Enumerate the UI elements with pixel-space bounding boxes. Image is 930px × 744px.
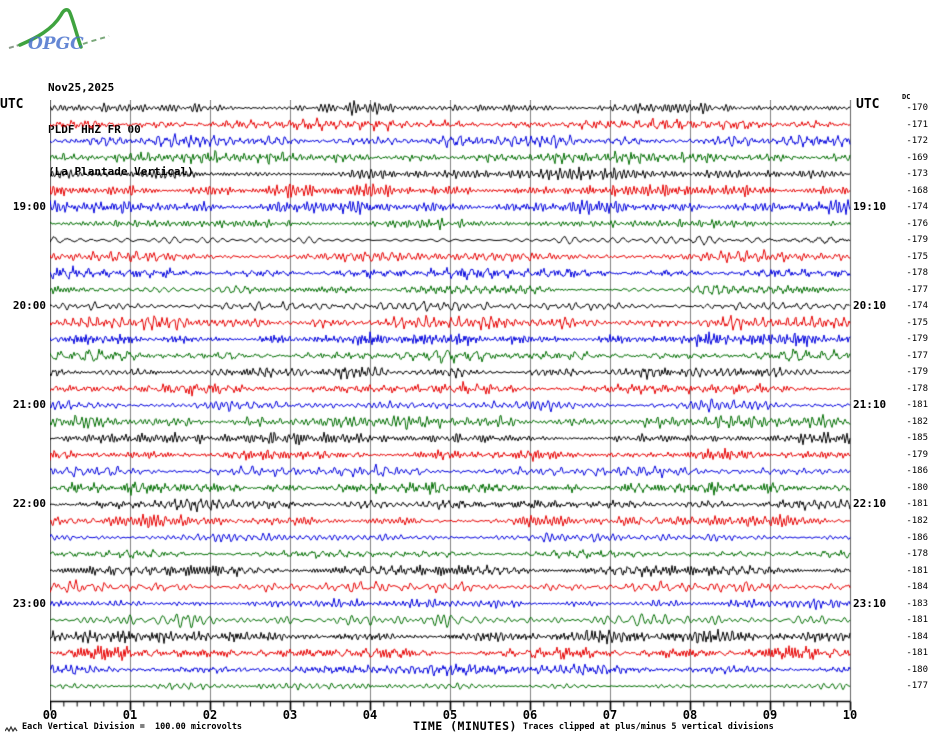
dc-value: -175	[906, 251, 928, 262]
dc-value: -172	[906, 136, 928, 147]
x-tick-label: 10	[842, 708, 858, 722]
logo-text: OPGC	[28, 34, 84, 54]
clipping-note: Traces clipped at plus/minus 5 vertical …	[523, 722, 774, 732]
logo-dash-left	[8, 44, 20, 49]
right-hour-label: 19:10	[853, 200, 887, 214]
left-hour-label: 20:00	[12, 299, 46, 313]
x-tick-label: 05	[442, 708, 458, 722]
opgc-logo: OPGC	[8, 8, 110, 54]
vertical-scale-note: Each Vertical Division = 100.00 microvol…	[22, 722, 243, 732]
x-tick-label: 04	[362, 708, 378, 722]
right-hour-label: 20:10	[853, 299, 887, 313]
x-tick-label: 00	[42, 708, 58, 722]
dc-value: -179	[906, 449, 928, 460]
dc-value: -179	[906, 367, 928, 378]
footer-squiggle-icon	[5, 725, 18, 733]
dc-value: -184	[906, 631, 928, 642]
x-tick-label: 02	[202, 708, 218, 722]
logo-dash-right	[82, 35, 110, 45]
logo-mountain-curve	[18, 8, 83, 49]
left-hour-label: 21:00	[12, 398, 46, 412]
dc-value: -180	[906, 482, 928, 493]
header-date: Nov25,2025	[48, 81, 115, 94]
dc-value: -177	[906, 681, 928, 692]
dc-value: -186	[906, 532, 928, 543]
utc-header-left: UTC	[0, 97, 24, 112]
dc-value: -181	[906, 615, 928, 626]
seismogram-canvas	[50, 100, 852, 715]
dc-value: -180	[906, 664, 928, 675]
dc-value: -182	[906, 516, 928, 526]
dc-value: -186	[906, 466, 928, 477]
x-tick-label: 03	[282, 708, 298, 722]
dc-value: -181	[906, 400, 928, 411]
x-tick-label: 09	[762, 708, 778, 722]
right-hour-label: 22:10	[853, 497, 887, 511]
dc-value: -178	[906, 549, 928, 560]
right-hour-label: 23:10	[853, 596, 887, 610]
x-axis-title: TIME (MINUTES)	[413, 719, 517, 733]
right-hour-label: 21:10	[853, 398, 887, 412]
x-tick-label: 06	[522, 708, 538, 722]
left-hour-label: 23:00	[12, 596, 46, 610]
dc-value: -181	[906, 648, 928, 659]
dc-value: -178	[906, 268, 928, 279]
dc-value: -184	[906, 582, 928, 593]
dc-value: -175	[906, 317, 928, 328]
dc-value: -183	[906, 598, 928, 609]
dc-value: -174	[906, 301, 928, 312]
dc-column-header: DC	[902, 93, 911, 101]
left-hour-label: 19:00	[12, 200, 46, 214]
dc-value: -173	[906, 169, 928, 180]
dc-value: -176	[906, 218, 928, 229]
dc-value: -169	[906, 152, 928, 163]
dc-value: -179	[906, 235, 928, 246]
dc-value: -178	[906, 383, 928, 394]
dc-value: -170	[906, 103, 928, 113]
dc-value: -182	[906, 416, 928, 427]
dc-value: -174	[906, 202, 928, 213]
dc-value: -177	[906, 350, 928, 361]
dc-value: -171	[906, 119, 928, 130]
dc-value: -185	[906, 433, 928, 444]
dc-value: -168	[906, 185, 928, 196]
dc-value: -181	[906, 499, 928, 510]
x-tick-label: 07	[602, 708, 618, 722]
dc-value: -179	[906, 334, 928, 345]
dc-value: -181	[906, 565, 928, 576]
left-hour-label: 22:00	[12, 497, 46, 511]
dc-value: -177	[906, 284, 928, 295]
utc-header-right: UTC	[856, 97, 880, 112]
x-tick-label: 08	[682, 708, 698, 722]
x-tick-label: 01	[122, 708, 138, 722]
